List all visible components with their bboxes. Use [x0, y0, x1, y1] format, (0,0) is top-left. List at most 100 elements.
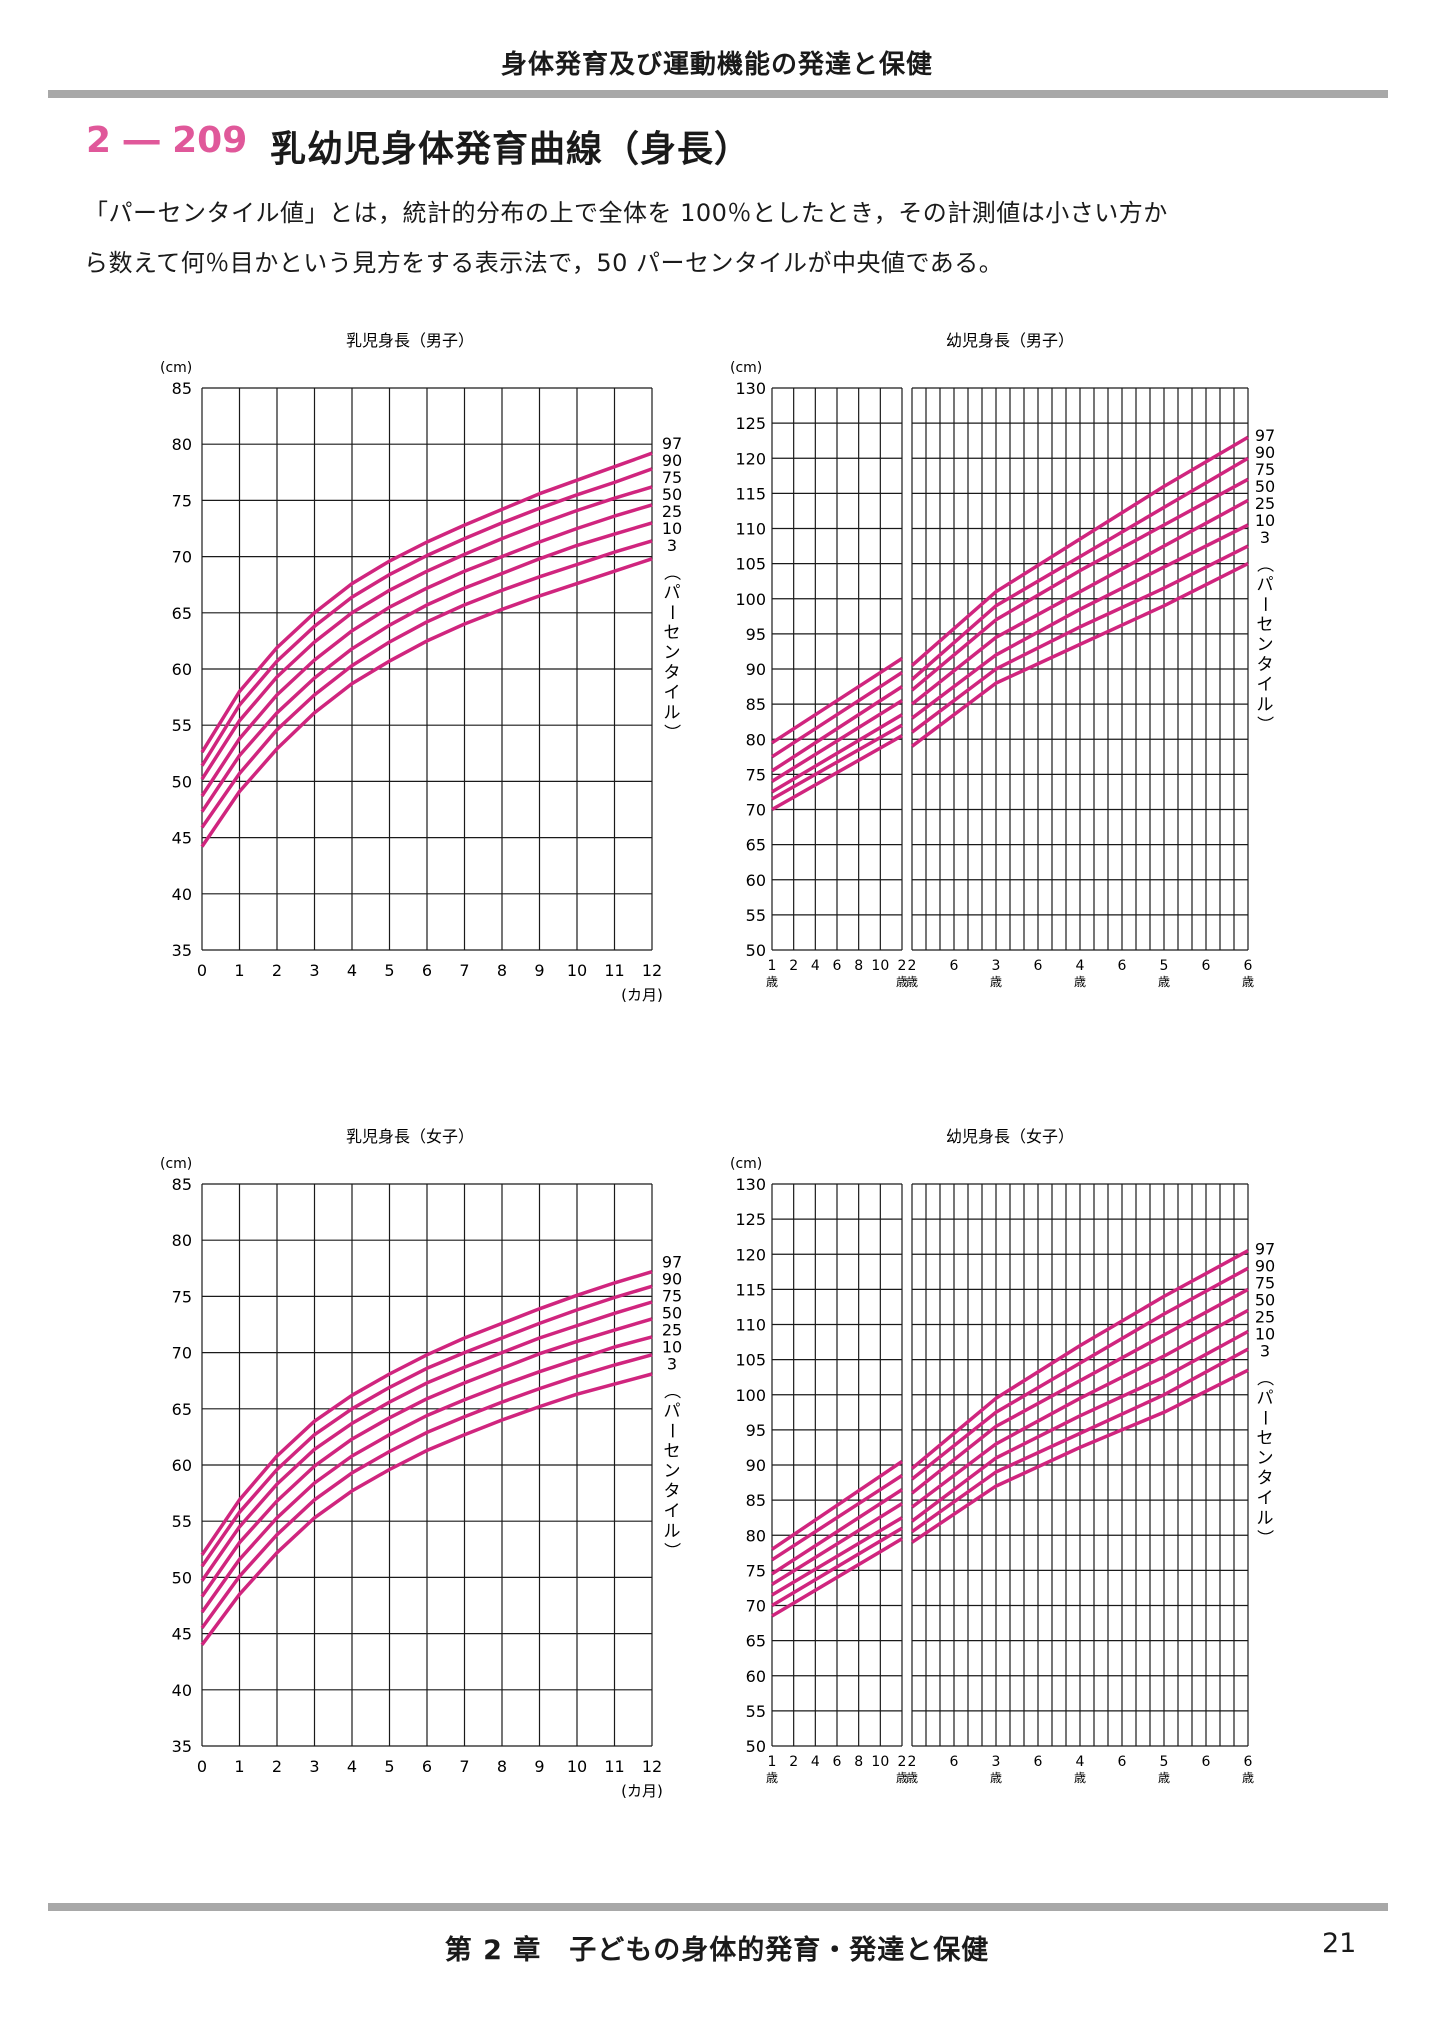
percentile-axis-label: ン [1257, 635, 1274, 655]
percentile-curve-10 [200, 1353, 653, 1630]
x-tick-label: 12 [642, 961, 662, 980]
chart-title: 乳児身長（女子） [346, 1127, 474, 1146]
chart-title: 乳児身長（男子） [346, 331, 474, 350]
percentile-curve-50 [910, 498, 1249, 706]
x-tick-label: 0 [197, 961, 207, 980]
x-tick-label: 1 [768, 1754, 777, 1770]
y-tick-label: 60 [172, 660, 192, 679]
x-tick-label: 2 [789, 958, 798, 974]
y-tick-label: 110 [735, 1316, 766, 1335]
y-tick-label: 95 [746, 1421, 766, 1440]
percentile-curve-75 [910, 1287, 1249, 1495]
percentile-label: 97 [662, 1253, 682, 1272]
percentile-curve-97 [200, 1270, 653, 1556]
percentile-axis-label: ル [664, 703, 681, 723]
y-tick-label: 35 [172, 1737, 192, 1756]
y-tick-label: 75 [172, 1287, 192, 1306]
x-tick-label: 6 [1202, 1754, 1211, 1770]
x-tick-label: 3 [992, 958, 1001, 974]
x-tick-label: 1 [768, 958, 777, 974]
percentile-curve-90 [910, 1266, 1249, 1481]
x-tick-sublabel: 歳 [906, 1771, 918, 1785]
x-tick-label: 5 [384, 1757, 394, 1776]
percentile-label: 25 [1255, 1308, 1275, 1327]
percentile-label: 3 [667, 536, 677, 555]
percentile-axis-label: イ [1257, 1489, 1274, 1509]
percentile-label: 50 [1255, 1291, 1275, 1310]
percentile-label: 3 [1260, 528, 1270, 547]
chart-toddler-height-female: 幼児身長（女子）(cm)5055606570758085909510010511… [730, 1127, 1275, 1785]
percentile-label: 75 [662, 468, 682, 487]
x-tick-label: 6 [1034, 1754, 1043, 1770]
y-tick-label: 105 [735, 1351, 766, 1370]
percentile-curve-3 [200, 557, 653, 848]
x-tick-sublabel: 歳 [1158, 1771, 1170, 1785]
x-tick-sublabel: 歳 [1158, 975, 1170, 989]
percentile-curve-50 [200, 1317, 653, 1598]
y-tick-label: 70 [746, 801, 766, 820]
percentile-curve-97 [910, 435, 1249, 667]
y-tick-label: 130 [735, 379, 766, 398]
footer-chapter: 第 2 章 子どもの身体的発育・発達と保健 [444, 1935, 990, 1966]
percentile-label: 3 [1260, 1342, 1270, 1361]
x-tick-label: 6 [833, 958, 842, 974]
y-tick-label: 45 [172, 829, 192, 848]
x-tick-label: 10 [567, 961, 587, 980]
y-tick-label: 95 [746, 625, 766, 644]
percentile-curve-90 [200, 1284, 653, 1568]
x-tick-label: 9 [534, 1757, 544, 1776]
percentile-axis-label: ） [1254, 716, 1274, 733]
percentile-axis-label: ル [1257, 1509, 1274, 1529]
chart-toddler-height-male: 幼児身長（男子）(cm)5055606570758085909510010511… [730, 331, 1275, 989]
percentile-curve-10 [910, 1347, 1249, 1534]
y-tick-label: 100 [735, 590, 766, 609]
percentile-curve-97 [910, 1249, 1249, 1470]
x-tick-sublabel: 歳 [1074, 1771, 1086, 1785]
percentile-curve-25 [771, 1516, 903, 1597]
x-tick-sublabel: 歳 [990, 1771, 1002, 1785]
x-tick-label: 12 [642, 1757, 662, 1776]
y-unit-label: (cm) [730, 360, 762, 376]
x-tick-sublabel: 歳 [1074, 975, 1086, 989]
percentile-label: 90 [1255, 443, 1275, 462]
percentile-axis-label: ン [1257, 1449, 1274, 1469]
y-tick-label: 65 [746, 836, 766, 855]
y-tick-label: 70 [172, 1344, 192, 1363]
x-tick-label: 7 [459, 961, 469, 980]
percentile-curve-75 [200, 485, 653, 781]
section-number: 2 ― 209 [86, 120, 248, 161]
percentile-axis-label: パ [1257, 1389, 1274, 1409]
percentile-curve-10 [200, 539, 653, 829]
percentile-label: 90 [662, 1270, 682, 1289]
percentile-axis-label: イ [664, 1502, 681, 1522]
y-tick-label: 115 [735, 1280, 766, 1299]
x-tick-label: 5 [1160, 958, 1169, 974]
percentile-curve-3 [200, 1372, 653, 1646]
x-tick-label: 6 [950, 1754, 959, 1770]
x-tick-sublabel: 歳 [766, 975, 778, 989]
y-tick-label: 60 [746, 871, 766, 890]
percentile-curve-3 [771, 734, 903, 812]
percentile-axis-label: セ [1257, 1429, 1274, 1449]
percentile-curve-25 [200, 521, 653, 813]
percentile-axis-label: タ [1257, 655, 1274, 675]
y-tick-label: 120 [735, 1245, 766, 1264]
percentile-curve-97 [771, 1460, 903, 1551]
percentile-axis-label: パ [664, 1402, 681, 1422]
percentile-label: 97 [1255, 426, 1275, 445]
x-tick-label: 6 [1034, 958, 1043, 974]
x-tick-label: 8 [854, 958, 863, 974]
percentile-label: 10 [1255, 1325, 1275, 1344]
x-tick-label: 6 [833, 1754, 842, 1770]
percentile-label: 10 [1255, 511, 1275, 530]
percentile-axis-label: ー [1254, 596, 1274, 613]
y-tick-label: 50 [172, 772, 192, 791]
x-tick-label: 3 [309, 1757, 319, 1776]
x-tick-label: 10 [871, 1754, 889, 1770]
percentile-label: 75 [662, 1287, 682, 1306]
percentile-axis-label: タ [664, 1482, 681, 1502]
percentile-axis-label: ー [661, 1422, 681, 1439]
y-tick-label: 55 [172, 1512, 192, 1531]
percentile-label: 97 [662, 434, 682, 453]
y-tick-label: 55 [746, 906, 766, 925]
